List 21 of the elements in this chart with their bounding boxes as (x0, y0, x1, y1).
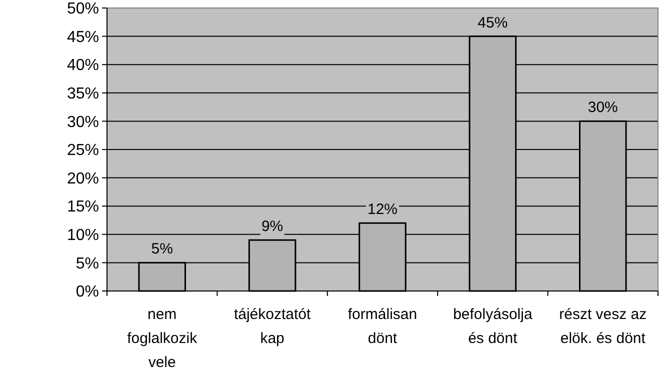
y-tick-label: 25% (66, 142, 99, 160)
data-label: 45% (478, 14, 508, 32)
x-tick-label: részt vesz az elök. és dönt (559, 306, 647, 347)
data-label: 12% (367, 201, 398, 218)
y-tick-label: 45% (66, 28, 99, 46)
y-tick-label: 5% (76, 255, 99, 272)
y-tick-label: 50% (66, 0, 99, 18)
x-tick-label: formálisan dönt (348, 306, 418, 347)
y-tick-label: 40% (66, 57, 99, 74)
y-tick-label: 10% (66, 227, 99, 244)
y-tick-label: 20% (66, 170, 99, 188)
x-tick-label: befolyásolja és dönt (453, 306, 533, 347)
x-tick-label: tájékoztatót kap (234, 306, 312, 347)
y-tick-label: 30% (66, 114, 99, 131)
y-tick-label: 15% (66, 198, 99, 216)
data-label: 5% (151, 240, 173, 258)
x-tick-label: nem foglalkozik vele (127, 306, 198, 371)
data-label: 9% (261, 218, 284, 236)
y-tick-label: 0% (76, 284, 99, 301)
y-tick-label: 35% (66, 86, 99, 102)
data-label: 30% (588, 99, 618, 116)
